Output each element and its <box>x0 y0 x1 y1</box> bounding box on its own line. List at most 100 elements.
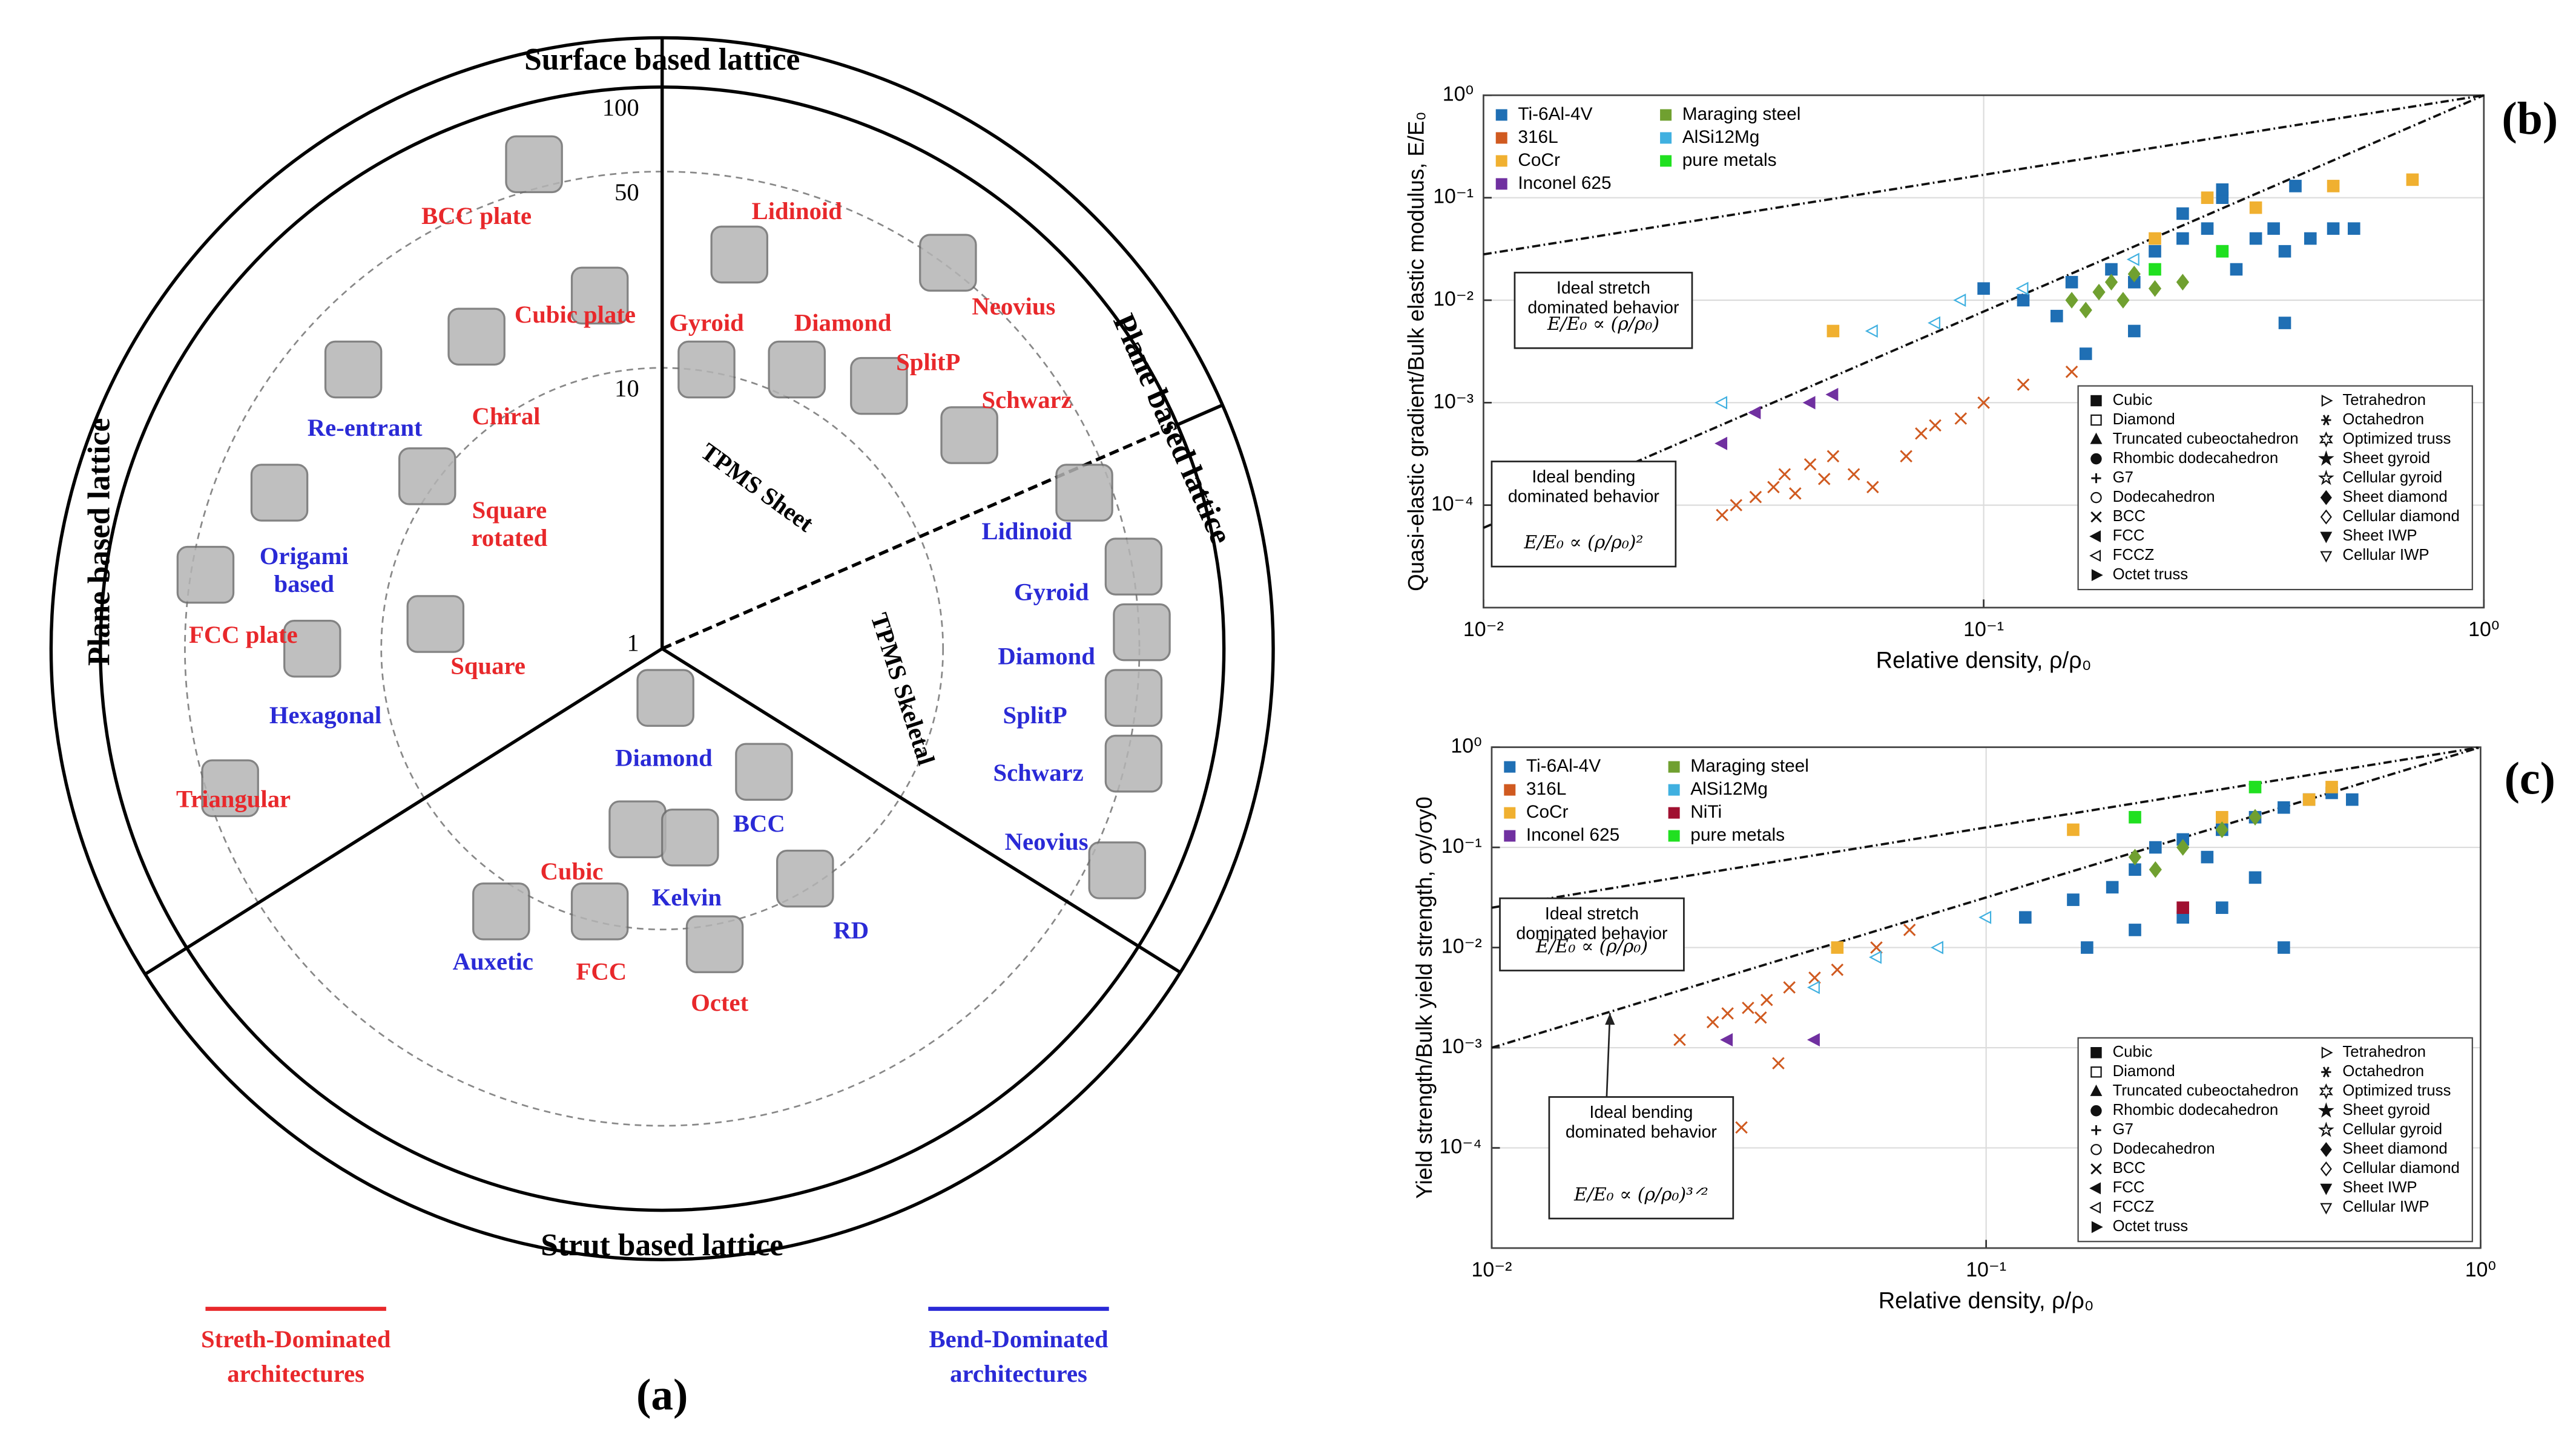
legend-marker <box>2320 1203 2333 1215</box>
panel-label: (a) <box>636 1370 688 1419</box>
marker-legend-label: Tetrahedron <box>2342 1043 2426 1060</box>
data-point <box>1754 1011 1767 1024</box>
legend-marker <box>2320 490 2332 505</box>
annotation-formula: E/E₀ ∝ (ρ/ρ₀) <box>1535 936 1648 957</box>
architecture-label: Neovius <box>972 292 1055 320</box>
data-point <box>2201 191 2214 204</box>
y-tick-label: 10⁰ <box>1443 82 1474 105</box>
data-point <box>1749 490 1762 504</box>
lattice-icon <box>1104 669 1163 727</box>
marker-legend-box <box>2077 1037 2473 1243</box>
data-point <box>2127 265 2141 283</box>
data-point <box>1954 412 1968 425</box>
data-point <box>2216 901 2228 915</box>
data-point <box>1831 964 1844 976</box>
data-point <box>2278 941 2290 954</box>
data-point <box>2127 324 2141 338</box>
data-point <box>2079 347 2092 360</box>
data-point <box>1868 950 1882 964</box>
data-point <box>1931 941 1943 954</box>
marker-legend-label: Optimized truss <box>2342 1082 2451 1099</box>
data-point <box>2327 180 2340 192</box>
data-point <box>1847 468 1860 481</box>
reference-line <box>1491 746 2481 1049</box>
data-point <box>2148 280 2162 297</box>
architecture-label: Origami <box>260 542 349 570</box>
legend-swatch <box>1668 761 1680 773</box>
reference-line <box>1483 94 2485 529</box>
legend-marker <box>2089 1182 2101 1195</box>
legend-swatch <box>1668 807 1680 819</box>
region-label: Plane based lattice <box>82 418 116 666</box>
architecture-label: RD <box>833 916 869 944</box>
architecture-label: Square <box>450 652 525 680</box>
marker-legend-label: Sheet diamond <box>2342 488 2447 505</box>
x-tick-label: 10⁰ <box>2465 1258 2496 1281</box>
architecture-label: Octet <box>691 989 748 1016</box>
y-tick-label: 10⁻³ <box>1433 390 1474 413</box>
data-point <box>2176 901 2189 915</box>
legend-swatch <box>1504 761 1516 773</box>
data-point <box>1807 1033 1820 1047</box>
annotation-text: Ideal stretch <box>1545 904 1639 924</box>
data-point <box>1915 427 1928 440</box>
legend-label: architectures <box>227 1360 364 1387</box>
marker-legend-label: Octahedron <box>2342 1063 2424 1080</box>
data-point <box>1900 450 1912 463</box>
legend-marker <box>2090 395 2102 407</box>
marker-legend-label: Rhombic dodecahedron <box>2113 450 2279 467</box>
legend-marker <box>2090 1047 2102 1059</box>
scale-label: 10 <box>614 375 639 402</box>
legend-label: CoCr <box>1526 802 1569 822</box>
data-point <box>2289 180 2302 192</box>
marker-legend-label: Diamond <box>2113 411 2175 428</box>
data-point <box>1825 387 1839 401</box>
marker-legend-label: Rhombic dodecahedron <box>2113 1102 2279 1118</box>
annotation-text: dominated behavior <box>1516 924 1667 943</box>
data-point <box>2347 222 2360 235</box>
data-point <box>1953 293 1966 307</box>
panel-label: (b) <box>2502 93 2558 144</box>
y-tick-label: 10⁻¹ <box>1433 185 1474 208</box>
legend-marker <box>2090 1084 2103 1096</box>
annotation-box <box>1499 897 1685 971</box>
legend-marker <box>2317 450 2334 466</box>
marker-legend-label: Cellular diamond <box>2342 508 2459 525</box>
data-point <box>2249 201 2262 214</box>
data-point <box>1929 419 1942 432</box>
lattice-icon <box>685 915 744 973</box>
data-point <box>2201 850 2214 864</box>
legend-marker <box>2090 1105 2102 1117</box>
annotation-text: dominated behavior <box>1566 1123 1717 1142</box>
marker-legend-label: FCC <box>2113 1179 2145 1196</box>
lattice-icon <box>250 464 309 522</box>
annotation-formula: E/E₀ ∝ (ρ/ρ₀) <box>1547 314 1659 335</box>
legend-swatch <box>1495 132 1507 144</box>
y-tick-label: 10⁻⁴ <box>1431 493 1474 516</box>
legend-label: Inconel 625 <box>1518 173 1611 193</box>
data-point <box>2079 301 2092 319</box>
legend-marker <box>2090 453 2102 465</box>
data-point <box>1715 436 1728 450</box>
marker-legend-box <box>2077 385 2473 591</box>
architecture-label: BCC <box>733 810 785 837</box>
data-point <box>1761 993 1773 1007</box>
data-point <box>1804 458 1817 471</box>
data-point <box>2129 810 2141 824</box>
legend-swatch <box>1495 155 1507 167</box>
data-point <box>2149 232 2161 245</box>
annotation-text: Ideal stretch <box>1556 278 1650 298</box>
marker-legend-label: Truncated cubeoctahedron <box>2113 1082 2299 1099</box>
legend-swatch <box>1668 784 1680 796</box>
x-tick-label: 10⁻¹ <box>1963 618 2004 641</box>
data-point <box>2176 839 2190 856</box>
data-point <box>1817 473 1831 485</box>
architecture-label: Diamond <box>794 309 892 337</box>
legend-swatch <box>1668 830 1680 842</box>
data-point <box>2065 275 2078 289</box>
architecture-label: Schwarz <box>993 759 1083 786</box>
legend-label: AlSi12Mg <box>1690 779 1768 799</box>
legend-marker <box>2091 569 2103 582</box>
legend-marker <box>2320 551 2333 563</box>
region-label: Strut based lattice <box>541 1228 783 1263</box>
